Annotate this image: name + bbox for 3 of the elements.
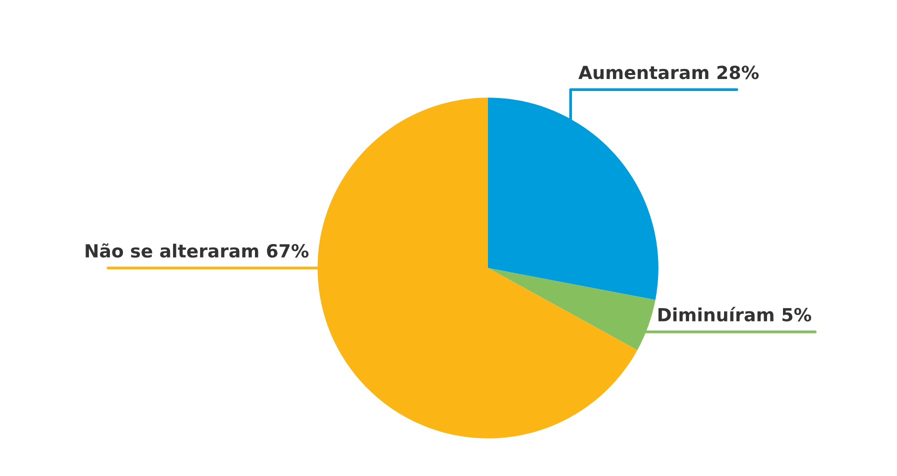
- slice-label: Diminuíram 5%: [658, 306, 812, 322]
- slice-label: Não se alteraram 67%: [86, 243, 309, 258]
- slice-label: Aumentaram 28%: [578, 66, 759, 80]
